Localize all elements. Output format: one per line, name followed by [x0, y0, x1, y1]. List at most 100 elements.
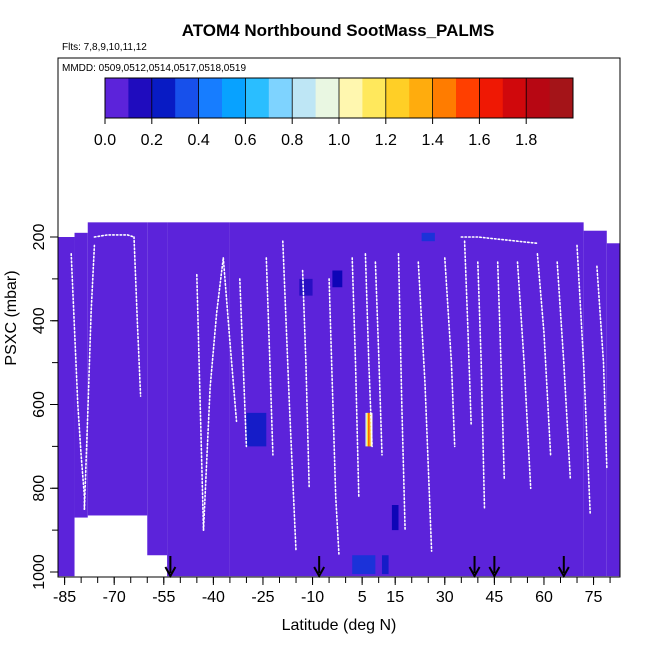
colorbar-tick-label: 1.8: [515, 132, 537, 149]
plot-area: [58, 222, 620, 579]
heatmap-anomaly-cell: [368, 412, 370, 447]
flight-track: [536, 253, 552, 456]
x-tick-label: -25: [251, 589, 274, 606]
latitude-arrow-head: [468, 566, 481, 579]
flight-track: [281, 240, 297, 552]
colorbar-swatch: [502, 78, 527, 118]
y-axis: 200 400 600 800 1000: [31, 224, 58, 590]
colorbar-tick-label: 0.6: [234, 132, 256, 149]
x-tick-label: -10: [301, 589, 324, 606]
x-axis-label: Latitude (deg N): [282, 617, 397, 634]
colorbar-swatch: [479, 78, 504, 118]
flight-track: [516, 261, 532, 490]
colorbar-tick-label: 0.0: [94, 132, 116, 149]
flight-track: [265, 257, 274, 456]
colorbar-swatch: [362, 78, 387, 118]
flight-track: [93, 234, 135, 238]
latitude-arrow-head: [557, 566, 570, 579]
flight-track: [364, 253, 373, 448]
colorbar-swatch: [315, 78, 340, 118]
x-tick-label: 5: [358, 589, 367, 606]
colorbar-swatch: [526, 78, 551, 118]
colorbar-tick-label: 1.2: [375, 132, 397, 149]
colorbar-swatch: [198, 78, 223, 118]
flight-track: [222, 257, 238, 423]
x-tick-label: 75: [585, 589, 603, 606]
y-axis-label: PSXC (mbar): [3, 270, 20, 365]
colorbar-swatch: [175, 78, 200, 118]
flight-track: [196, 273, 205, 531]
heatmap-cell: [58, 237, 75, 577]
colorbar-tick-label: 0.2: [141, 132, 163, 149]
colorbar-swatch: [292, 78, 317, 118]
heatmap-anomaly-cell: [299, 278, 313, 296]
flight-track: [83, 244, 96, 511]
colorbar-swatch: [222, 78, 246, 118]
x-tick-label: -55: [152, 589, 175, 606]
heatmap-anomaly-cell: [246, 412, 267, 447]
heatmap-anomaly-cell: [352, 555, 376, 575]
heatmap-cell: [74, 232, 88, 518]
flight-track: [328, 278, 340, 557]
x-tick-label: -85: [53, 589, 76, 606]
x-tick-label: 60: [535, 589, 553, 606]
heatmap-anomaly-cell: [365, 412, 368, 447]
heatmap-cell: [583, 230, 607, 577]
x-axis: -85 -70 -55 -40 -25 -10 5 15 30 45 60 75: [53, 577, 611, 606]
x-tick-label: -40: [202, 589, 225, 606]
flight-track: [374, 261, 383, 456]
y-tick-label: 200: [31, 224, 48, 251]
x-tick-label: 15: [386, 589, 404, 606]
colorbar-tick-label: 0.4: [187, 132, 209, 149]
flights-label: Flts: 7,8,9,10,11,12: [62, 42, 147, 53]
flight-track: [476, 261, 486, 511]
heatmap-cell: [147, 222, 168, 556]
x-tick-label: -70: [103, 589, 126, 606]
x-tick-label: 30: [436, 589, 454, 606]
heatmap-anomaly-cell: [391, 505, 399, 531]
flight-track-layer: [70, 234, 608, 557]
flight-track: [496, 261, 506, 481]
colorbar: 0.0 0.2 0.4 0.6 0.8 1.0 1.2 1.4 1.6 1.8: [94, 77, 574, 149]
heatmap-cell: [167, 222, 230, 577]
y-tick-label: 1000: [31, 554, 48, 590]
heatmap-anomaly-cell: [369, 412, 372, 447]
flight-track: [576, 244, 592, 515]
heatmap-layer: [58, 222, 620, 577]
flight-track: [556, 261, 572, 481]
colorbar-swatch: [432, 78, 457, 118]
flight-track: [397, 253, 406, 531]
colorbar-swatch: [268, 78, 293, 118]
colorbar-swatch: [385, 78, 410, 118]
dates-label: MMDD: 0509,0512,0514,0517,0518,0519: [62, 63, 246, 74]
colorbar-tick-label: 0.8: [281, 132, 303, 149]
plot-frame: [57, 57, 621, 578]
flight-track: [460, 236, 539, 245]
latitude-arrow-head: [164, 566, 177, 579]
flight-track: [133, 236, 142, 397]
colorbar-swatch: [151, 78, 176, 118]
flight-track: [301, 269, 311, 490]
latitude-arrow-head: [488, 566, 501, 579]
chart-title: ATOM4 Northbound SootMass_PALMS: [182, 21, 495, 40]
heatmap-anomaly-cell: [332, 270, 343, 288]
flight-track: [351, 257, 360, 498]
heatmap-anomaly-cell: [366, 412, 369, 447]
latitude-arrow-head: [313, 566, 326, 579]
x-tick-label: 45: [485, 589, 503, 606]
colorbar-swatch: [245, 78, 270, 118]
arrow-layer: [164, 556, 570, 579]
heatmap-cell: [229, 222, 584, 577]
flight-track: [463, 240, 473, 427]
y-tick-label: 400: [31, 307, 48, 334]
flight-track: [417, 261, 433, 552]
flight-track: [202, 257, 225, 531]
colorbar-swatch: [549, 78, 574, 118]
colorbar-swatch: [456, 78, 480, 118]
heatmap-anomaly-cell: [421, 232, 435, 242]
flight-track: [239, 278, 248, 448]
colorbar-tick-label: 1.6: [468, 132, 490, 149]
colorbar-swatch: [105, 78, 129, 118]
flight-track: [596, 265, 608, 469]
